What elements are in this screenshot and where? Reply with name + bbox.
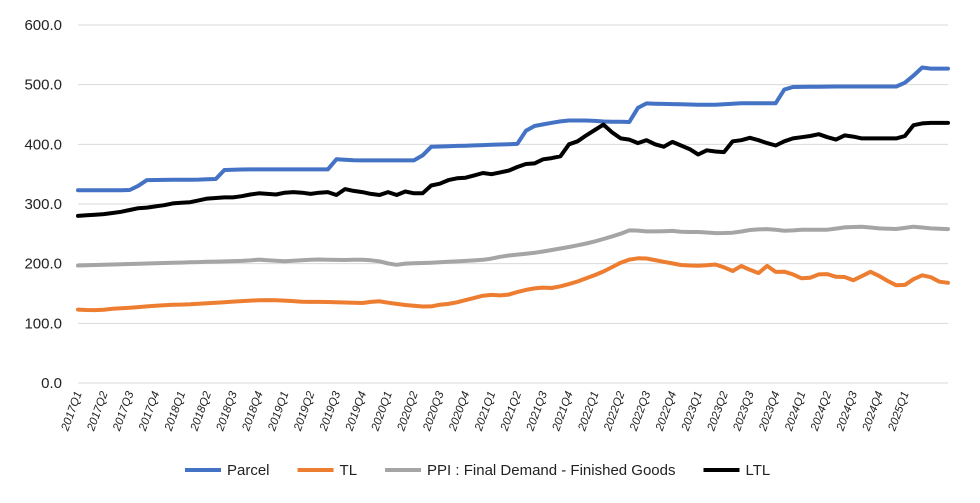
legend-label-ppi-final-demand-finished-goods: PPI : Final Demand - Finished Goods: [427, 462, 675, 479]
x-tick-label: 2017Q4: [137, 390, 163, 434]
x-tick-label: 2019Q4: [343, 390, 369, 434]
x-tick-label: 2019Q2: [292, 389, 318, 433]
y-tick-label: 500.0: [24, 77, 62, 94]
series-line-tl: [76, 256, 950, 313]
x-tick-label: 2023Q4: [757, 390, 783, 434]
series-line-ppi-final-demand-finished-goods: [76, 224, 950, 268]
x-tick-label: 2018Q2: [188, 389, 214, 433]
x-tick-label: 2022Q3: [628, 389, 654, 433]
x-tick-label: 2020Q2: [395, 389, 421, 433]
x-tick-label: 2019Q1: [266, 390, 292, 434]
gridlines: [78, 24, 948, 384]
x-tick-label: 2023Q1: [679, 390, 705, 434]
y-axis-tick-labels: 0.0 100.0 200.0 300.0 400.0 500.0 600.0: [24, 17, 62, 392]
y-tick-label: 200.0: [24, 256, 62, 273]
y-tick-label: 300.0: [24, 196, 62, 213]
legend-label-tl: TL: [340, 462, 358, 479]
x-tick-label: 2020Q3: [421, 389, 447, 433]
x-tick-label: 2024Q1: [783, 390, 809, 434]
y-tick-label: 600.0: [24, 17, 62, 34]
x-tick-label: 2021Q3: [524, 389, 550, 433]
x-tick-label: 2018Q3: [214, 389, 240, 433]
x-tick-label: 2017Q1: [59, 390, 85, 434]
x-tick-label: 2018Q4: [240, 390, 266, 434]
x-tick-label: 2022Q4: [654, 390, 680, 434]
x-tick-label: 2023Q3: [731, 389, 757, 433]
y-tick-label: 400.0: [24, 136, 62, 153]
series-line-ltl: [76, 120, 950, 218]
legend: Parcel TL PPI : Final Demand - Finished Go…: [185, 462, 770, 479]
series-lines: [76, 65, 950, 313]
x-tick-label: 2019Q3: [318, 389, 344, 433]
x-tick-label: 2020Q1: [369, 390, 395, 434]
x-tick-label: 2021Q2: [499, 389, 525, 433]
x-tick-label: 2017Q2: [85, 389, 111, 433]
series-line-parcel: [76, 65, 950, 193]
x-tick-label: 2022Q2: [602, 389, 628, 433]
x-tick-label: 2025Q1: [886, 390, 912, 434]
legend-label-ltl: LTL: [746, 462, 771, 479]
x-tick-label: 2021Q4: [550, 390, 576, 434]
x-tick-label: 2022Q1: [576, 390, 602, 434]
y-tick-label: 100.0: [24, 315, 62, 332]
x-tick-label: 2017Q3: [111, 389, 137, 433]
x-tick-label: 2024Q2: [809, 389, 835, 433]
x-axis-tick-labels: 2017Q1 2017Q2 2017Q3 2017Q4 2018Q1 2018Q2 2018…: [59, 389, 912, 433]
legend-label-parcel: Parcel: [227, 462, 270, 479]
x-tick-label: 2021Q1: [473, 390, 499, 434]
y-tick-label: 0.0: [41, 375, 62, 392]
x-tick-label: 2024Q4: [860, 390, 886, 434]
x-tick-label: 2023Q2: [705, 389, 731, 433]
x-tick-label: 2020Q4: [447, 390, 473, 434]
x-tick-label: 2024Q3: [834, 389, 860, 433]
x-tick-label: 2018Q1: [163, 390, 189, 434]
